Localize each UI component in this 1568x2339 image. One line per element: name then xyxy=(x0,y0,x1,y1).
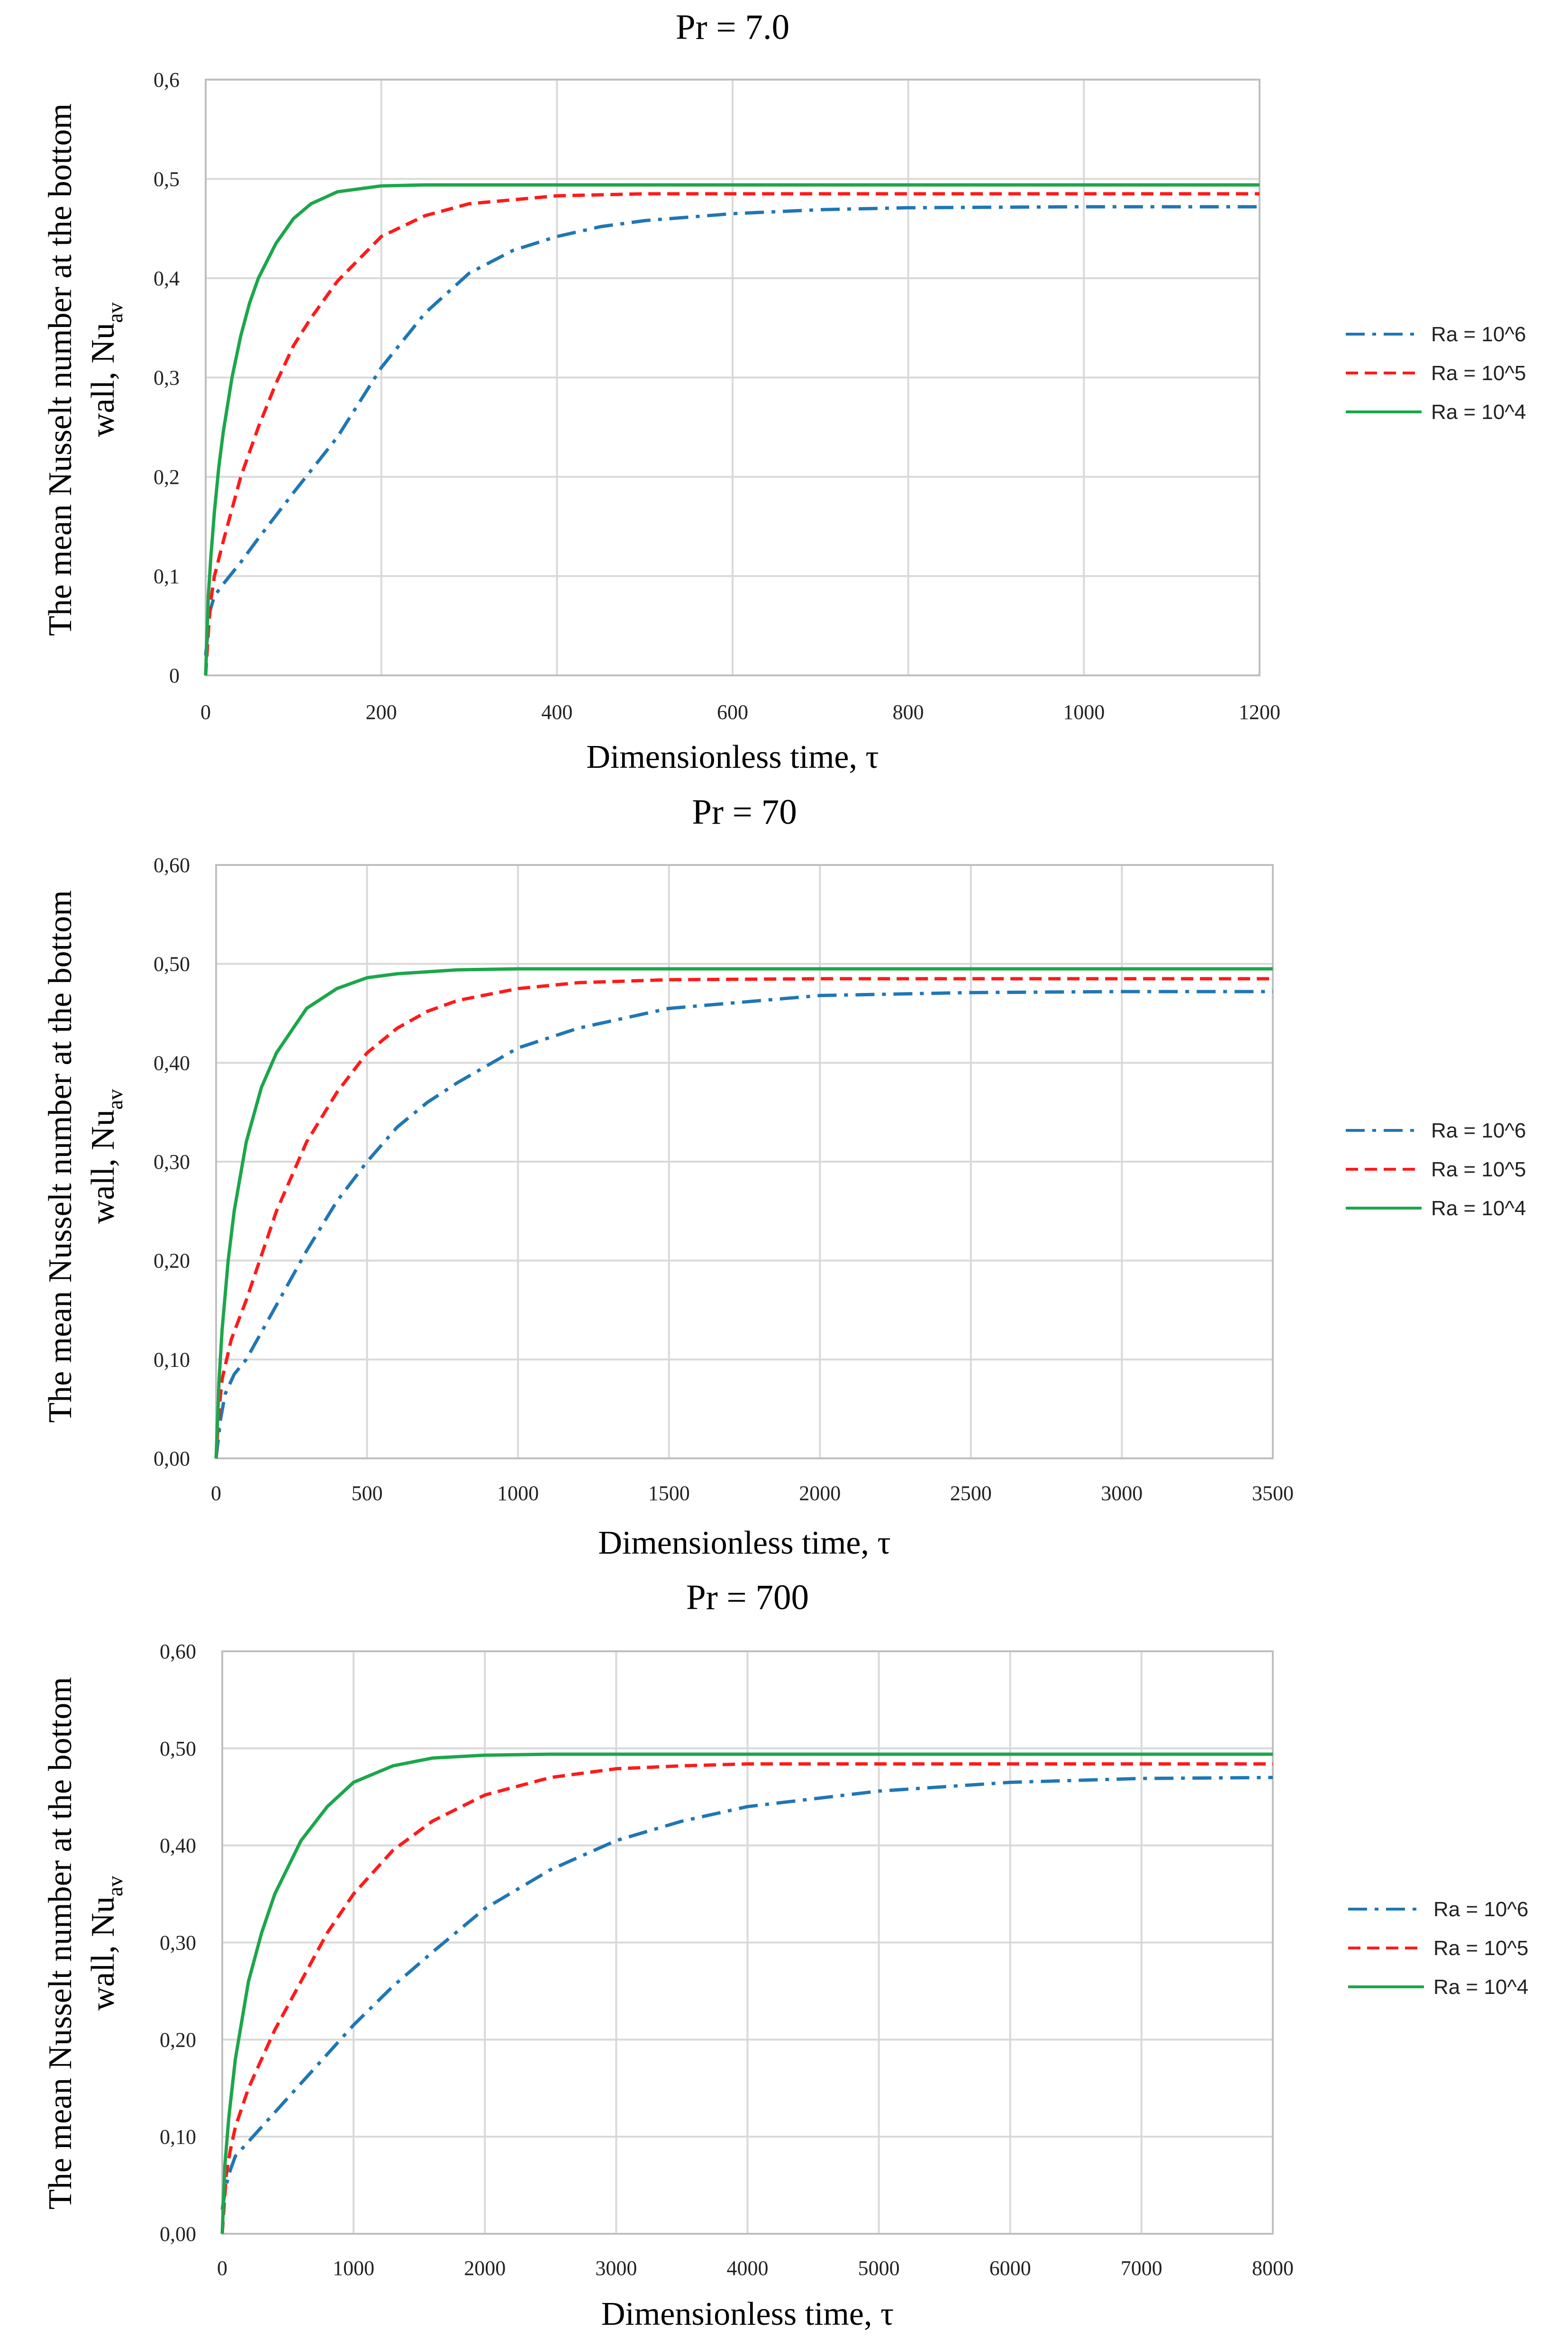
chart-1: Pr = 7.0 0 200 400 600 800 1000 1200 0 0,1 0,2 0,3 0… xyxy=(42,8,1526,775)
x-tick-label: 3500 xyxy=(1252,1482,1294,1505)
y-axis-title: The mean Nusselt number at the bottom wal… xyxy=(42,890,127,1423)
chart-title: Pr = 700 xyxy=(686,1578,809,1617)
y-tick-label: 0,40 xyxy=(154,1051,190,1074)
y-tick-label: 0,40 xyxy=(160,1834,196,1857)
series-line-ra-10-6 xyxy=(220,1775,1273,2210)
chart-2: Pr = 70 0 500 1000 1500 2000 2500 3000 3500 0,00 0… xyxy=(42,792,1526,1561)
y-tick-label: 0,60 xyxy=(160,1640,196,1663)
x-axis-title: Dimensionless time, τ xyxy=(601,2296,894,2332)
y-axis-title: The mean Nusselt number at the bottom wal… xyxy=(42,1677,127,2210)
y-tick-label: 0,10 xyxy=(154,1348,190,1371)
y-axis-title-line2: wall, Nu xyxy=(85,1896,121,2011)
y-tick-label: 0,6 xyxy=(154,68,180,91)
y-axis-title-line1: The mean Nusselt number at the bottom xyxy=(42,890,79,1423)
y-tick-label: 0,20 xyxy=(160,2028,196,2051)
y-tick-label: 0,1 xyxy=(154,565,180,588)
x-tick-label: 5000 xyxy=(858,2257,900,2280)
x-tick-label: 500 xyxy=(352,1482,383,1505)
x-tick-label: 1200 xyxy=(1239,701,1280,724)
x-tick-label: 2000 xyxy=(799,1482,841,1505)
series-line-ra-10-5 xyxy=(220,1762,1273,2234)
y-axis-title-subscript: av xyxy=(103,1876,127,1896)
plot-area xyxy=(215,864,1274,1459)
y-tick-label: 0,60 xyxy=(154,854,190,877)
series-line-ra-10-6 xyxy=(214,990,1273,1459)
legend-label: Ra = 10^6 xyxy=(1431,323,1526,346)
y-axis-title-line2: wall, Nu xyxy=(85,1110,121,1224)
y-axis-title-line2: wall, Nu xyxy=(85,323,121,437)
x-axis-title: Dimensionless time, τ xyxy=(598,1525,890,1561)
chart-title: Pr = 7.0 xyxy=(676,8,789,47)
plot-area xyxy=(221,1650,1274,2235)
x-tick-label: 200 xyxy=(366,701,397,724)
legend-label: Ra = 10^6 xyxy=(1431,1119,1526,1142)
y-axis-title-line1: The mean Nusselt number at the bottom xyxy=(42,103,79,636)
y-tick-label: 0,10 xyxy=(160,2125,196,2148)
y-tick-label: 0,50 xyxy=(154,953,190,976)
series-line-ra-10-5 xyxy=(204,192,1260,676)
y-axis-title: The mean Nusselt number at the bottom wal… xyxy=(42,103,127,636)
x-axis-title: Dimensionless time, τ xyxy=(586,739,879,775)
x-tick-label: 1000 xyxy=(497,1482,539,1505)
legend-label: Ra = 10^4 xyxy=(1433,1975,1528,1999)
x-tick-label: 0 xyxy=(217,2257,227,2280)
x-tick-label: 8000 xyxy=(1252,2257,1294,2280)
x-tick-label: 1000 xyxy=(1063,701,1105,724)
x-tick-label: 0 xyxy=(200,701,211,724)
series-line-ra-10-4 xyxy=(204,183,1260,676)
plot-area xyxy=(205,79,1260,676)
legend: Ra = 10^6 Ra = 10^5 Ra = 10^4 xyxy=(1346,1119,1526,1220)
x-tick-label: 400 xyxy=(541,701,572,724)
y-tick-label: 0,30 xyxy=(160,1931,196,1955)
x-tick-label: 3000 xyxy=(1101,1482,1142,1505)
y-tick-label: 0,00 xyxy=(160,2222,196,2246)
y-tick-label: 0,20 xyxy=(154,1249,190,1273)
y-axis-title-subscript: av xyxy=(103,1089,127,1110)
x-tick-label: 2000 xyxy=(464,2257,506,2280)
y-tick-label: 0,5 xyxy=(154,168,180,191)
legend-label: Ra = 10^6 xyxy=(1433,1898,1528,1921)
series-line-ra-10-4 xyxy=(220,1752,1273,2234)
y-tick-label: 0,2 xyxy=(154,465,180,489)
chart-3: Pr = 700 0 1000 2000 3000 4000 5000 6000 7000 800… xyxy=(42,1578,1528,2332)
x-tick-label: 0 xyxy=(211,1482,221,1505)
series-line-ra-10-6 xyxy=(204,205,1260,656)
y-tick-label: 0,3 xyxy=(154,366,180,390)
y-tick-label: 0,50 xyxy=(160,1737,196,1760)
x-tick-label: 2500 xyxy=(950,1482,992,1505)
y-tick-label: 0,00 xyxy=(154,1447,190,1470)
x-tick-label: 600 xyxy=(717,701,748,724)
chart-title: Pr = 70 xyxy=(692,792,797,832)
y-tick-label: 0,30 xyxy=(154,1150,190,1174)
x-tick-label: 1000 xyxy=(333,2257,374,2280)
legend: Ra = 10^6 Ra = 10^5 Ra = 10^4 xyxy=(1348,1898,1528,1999)
x-tick-label: 3000 xyxy=(595,2257,637,2280)
legend-label: Ra = 10^5 xyxy=(1433,1937,1528,1960)
y-axis-title-subscript: av xyxy=(103,302,127,323)
legend: Ra = 10^6 Ra = 10^5 Ra = 10^4 xyxy=(1346,323,1526,424)
legend-label: Ra = 10^4 xyxy=(1431,400,1526,424)
legend-label: Ra = 10^5 xyxy=(1431,1158,1526,1181)
x-tick-label: 800 xyxy=(893,701,924,724)
legend-label: Ra = 10^5 xyxy=(1431,362,1526,385)
y-axis-title-line1: The mean Nusselt number at the bottom xyxy=(42,1677,79,2210)
x-tick-label: 7000 xyxy=(1121,2257,1162,2280)
y-tick-label: 0 xyxy=(169,664,180,687)
x-tick-label: 6000 xyxy=(989,2257,1031,2280)
series-line-ra-10-5 xyxy=(214,977,1273,1459)
y-tick-label: 0,4 xyxy=(154,267,180,290)
legend-label: Ra = 10^4 xyxy=(1431,1197,1526,1220)
x-tick-label: 4000 xyxy=(727,2257,769,2280)
series-line-ra-10-4 xyxy=(214,967,1273,1459)
x-tick-label: 1500 xyxy=(648,1482,690,1505)
